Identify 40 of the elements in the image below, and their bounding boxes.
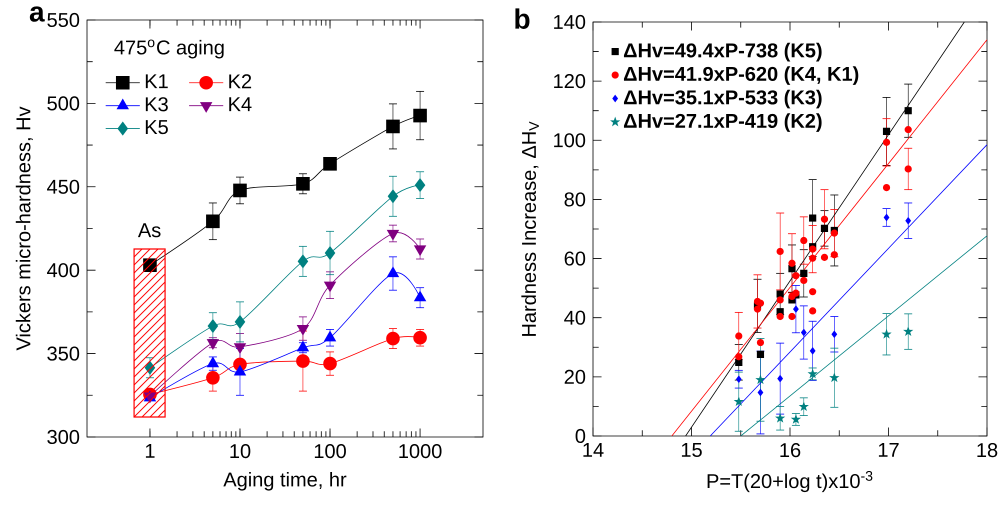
y-axis-title: Hardness Increase, ΔH$_{V}$ [521,121,539,336]
y-tick-label: 500 [47,96,80,110]
legend-label: K2 [229,74,252,88]
legend-label: ΔHv=35.1xP-533 (K3) [624,90,822,108]
y-tick-label: 140 [554,14,586,30]
legend-label: K4 [229,97,252,112]
y-tick-label: 350 [47,346,80,361]
y-axis-title: Vickers micro-hardness, Hv [16,106,33,350]
x-axis-title: P=T(20+log t)x10$^{-3}$ [708,470,872,492]
y-tick-label: 120 [554,74,586,88]
y-tick-label: 20 [564,370,586,384]
y-tick-label: 400 [47,263,80,278]
legend-label: K3 [146,97,168,112]
y-tick-label: 450 [47,180,80,194]
legend-label: ΔHv=49.4xP-738 (K5) [624,42,822,62]
y-tick-label: 300 [47,430,80,444]
y-tick-label: 80 [564,192,586,206]
legend-title: 475$^{o}$C aging [114,40,224,58]
x-tick-label: 100 [314,444,346,458]
x-tick-label: 1 [146,444,155,458]
chart-title: a [30,6,45,22]
x-tick-label: 14 [583,443,604,457]
x-tick-label: 10 [230,444,250,458]
x-tick-label: 16 [780,443,800,458]
x-tick-label: 18 [977,443,998,458]
legend-label: ΔHv=41.9xP-620 (K4, K1) [624,66,858,85]
y-tick-label: 0 [576,428,586,444]
y-tick-label: 100 [554,133,586,148]
y-tick-label: 550 [47,12,80,28]
legend-label: ΔHv=27.1xP-419 (K2) [624,113,822,132]
x-tick-label: 15 [682,443,702,457]
y-tick-label: 60 [564,251,586,266]
legend-label: K5 [146,120,168,134]
legend-label: K1 [146,74,168,88]
x-tick-label: 1000 [399,444,442,458]
x-axis-title: Aging time, hr [223,472,346,491]
x-tick-label: 17 [878,443,899,457]
y-tick-label: 40 [564,310,586,325]
annotation: As [138,223,161,238]
chart-title: b [515,8,530,29]
